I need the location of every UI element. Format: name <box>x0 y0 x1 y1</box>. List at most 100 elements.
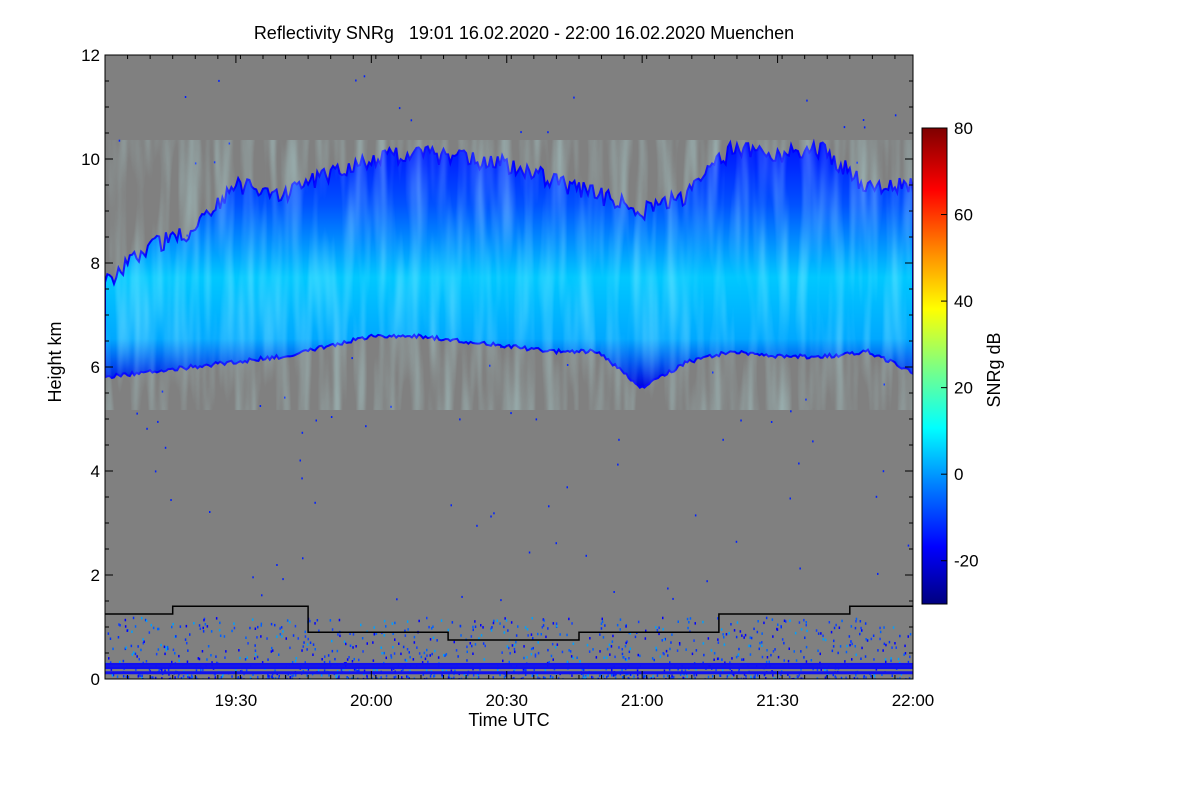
noise-speck <box>291 677 294 679</box>
noise-speck <box>606 656 608 659</box>
noise-speck <box>666 674 669 678</box>
noise-speck <box>281 635 283 638</box>
noise-speck <box>822 634 824 638</box>
noise-speck <box>383 651 385 655</box>
noise-speck <box>413 641 416 644</box>
noise-speck <box>246 656 248 659</box>
noise-speck <box>152 676 154 679</box>
noise-speck <box>728 673 730 677</box>
noise-speck <box>260 624 262 627</box>
noise-speck <box>555 542 557 545</box>
noise-speck <box>314 622 316 625</box>
noise-speck <box>315 419 317 422</box>
noise-speck <box>257 625 259 629</box>
noise-speck <box>817 632 820 635</box>
noise-speck <box>769 664 771 668</box>
noise-speck <box>404 658 407 662</box>
x-tick-label: 22:00 <box>892 691 935 710</box>
noise-speck <box>312 643 315 646</box>
noise-speck <box>195 669 198 672</box>
noise-speck <box>879 630 882 634</box>
noise-speck <box>381 652 383 655</box>
noise-speck <box>534 655 537 658</box>
noise-speck <box>294 660 297 663</box>
noise-speck <box>502 659 504 663</box>
noise-speck <box>817 649 819 652</box>
noise-speck <box>832 645 835 648</box>
noise-speck <box>908 677 911 679</box>
noise-speck <box>850 640 852 643</box>
noise-speck <box>274 677 277 679</box>
noise-speck <box>740 677 743 679</box>
noise-speck <box>722 633 724 636</box>
noise-speck <box>541 626 544 629</box>
noise-speck <box>215 617 218 620</box>
noise-speck <box>321 658 323 661</box>
noise-speck <box>402 645 405 649</box>
noise-speck <box>347 677 349 679</box>
noise-speck <box>277 677 280 679</box>
noise-speck <box>855 674 857 677</box>
noise-speck <box>459 418 461 421</box>
noise-speck <box>860 626 862 630</box>
noise-speck <box>396 598 398 601</box>
noise-speck <box>716 657 719 661</box>
noise-speck <box>249 676 252 679</box>
noise-speck <box>245 669 248 672</box>
noise-speck <box>472 628 474 632</box>
noise-speck <box>110 668 113 671</box>
noise-speck <box>787 673 789 676</box>
noise-speck <box>815 629 818 632</box>
noise-speck <box>741 634 743 637</box>
noise-speck <box>591 675 593 679</box>
noise-speck <box>537 641 539 644</box>
noise-speck <box>800 628 803 631</box>
noise-speck <box>606 675 608 679</box>
noise-speck <box>686 617 689 621</box>
noise-speck <box>503 625 505 629</box>
noise-speck <box>553 667 556 671</box>
noise-speck <box>568 649 570 652</box>
noise-speck <box>554 646 557 649</box>
noise-speck <box>136 655 138 658</box>
noise-speck <box>624 645 627 648</box>
noise-speck <box>740 419 742 422</box>
noise-speck <box>108 657 110 660</box>
noise-speck <box>482 626 484 629</box>
noise-speck <box>346 676 348 679</box>
noise-speck <box>885 660 887 664</box>
noise-speck <box>617 463 619 466</box>
noise-speck <box>531 674 533 677</box>
noise-speck <box>337 633 339 636</box>
noise-speck <box>425 677 428 679</box>
noise-speck <box>514 650 516 654</box>
noise-speck <box>483 658 485 661</box>
noise-speck <box>477 676 480 679</box>
y-tick-label: 12 <box>81 46 100 65</box>
noise-speck <box>421 661 424 664</box>
noise-speck <box>695 649 698 652</box>
noise-speck <box>863 675 865 678</box>
noise-speck <box>710 649 713 652</box>
noise-speck <box>418 619 420 623</box>
noise-speck <box>728 632 730 635</box>
noise-speck <box>846 644 848 648</box>
noise-speck <box>737 653 740 656</box>
noise-speck <box>413 677 416 679</box>
noise-speck <box>394 675 397 679</box>
noise-speck <box>358 658 360 662</box>
noise-speck <box>267 658 269 661</box>
noise-speck <box>796 675 799 678</box>
noise-speck <box>426 654 428 657</box>
colorbar-axis: -20 0 20 40 60 80 <box>941 119 979 571</box>
noise-speck <box>614 676 617 679</box>
noise-speck <box>355 79 357 82</box>
noise-speck <box>118 623 120 626</box>
noise-speck <box>309 619 311 623</box>
noise-speck <box>441 675 443 678</box>
noise-speck <box>677 667 679 671</box>
noise-speck <box>383 619 386 623</box>
noise-speck <box>372 641 374 644</box>
noise-speck <box>770 653 772 657</box>
noise-speck <box>187 675 189 678</box>
